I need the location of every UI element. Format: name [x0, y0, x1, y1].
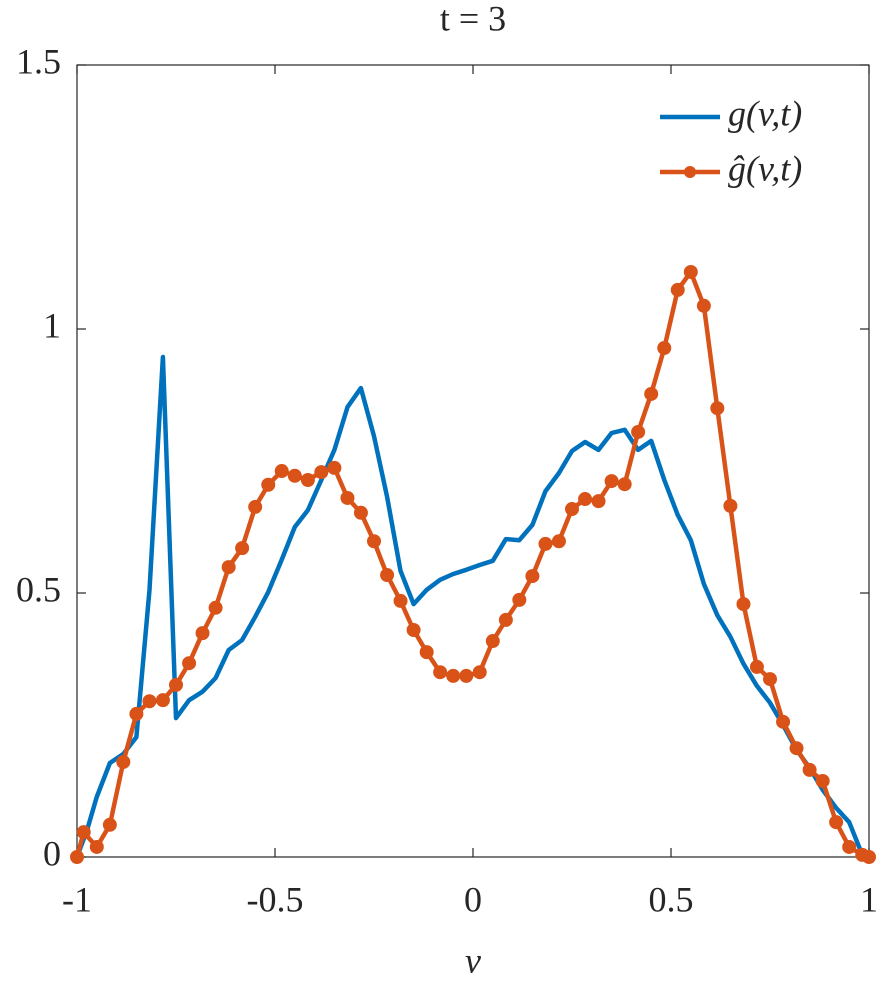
legend-label: g(v,t) [728, 93, 802, 133]
series-marker [221, 560, 236, 575]
series-marker [815, 773, 830, 788]
series-marker [551, 534, 566, 549]
y-tick-label: 0 [43, 833, 61, 873]
series-marker [749, 659, 764, 674]
y-tick-label: 0.5 [16, 569, 61, 609]
series-marker [419, 645, 434, 660]
legend-marker [684, 166, 696, 178]
series-marker [789, 741, 804, 756]
x-axis-label: v [465, 940, 481, 980]
x-tick-label: 0 [464, 879, 482, 919]
series-marker [102, 817, 117, 832]
series-marker [670, 282, 685, 297]
series-line [74, 354, 870, 860]
series-marker [195, 626, 210, 641]
series-marker [169, 677, 183, 692]
series-marker [512, 592, 527, 607]
legend-label: ĝ(v,t) [728, 148, 802, 188]
series-marker [776, 714, 791, 729]
series-marker [485, 634, 500, 649]
series-marker [591, 494, 606, 509]
series-marker [604, 474, 619, 489]
series-marker [248, 499, 263, 514]
series-marker [367, 534, 381, 549]
series-marker [525, 569, 540, 584]
series-marker [446, 668, 461, 683]
series-marker [70, 850, 84, 864]
series-marker [710, 401, 725, 416]
series-marker [696, 298, 711, 313]
series-marker [763, 672, 777, 687]
series-marker [287, 468, 302, 483]
series-marker [155, 693, 170, 708]
series-line [74, 269, 870, 860]
series-marker [578, 492, 593, 507]
y-tick-label: 1 [43, 305, 61, 345]
series-marker [498, 612, 513, 627]
x-tick-label: -1 [62, 879, 92, 919]
series-marker [380, 568, 395, 583]
series-marker [406, 622, 421, 637]
series-marker [802, 762, 817, 777]
series-marker [261, 477, 276, 492]
series-marker [340, 490, 355, 505]
series-marker [862, 850, 876, 864]
series-marker [723, 498, 738, 513]
series-marker [353, 505, 368, 520]
series-marker [274, 464, 289, 479]
series-marker [142, 694, 157, 709]
series-marker [644, 386, 659, 401]
x-tick-label: 0.5 [649, 879, 694, 919]
series-marker [327, 460, 342, 475]
series-marker [459, 668, 474, 683]
x-tick-label: 1 [860, 879, 878, 919]
series-marker [538, 536, 553, 551]
series-marker [235, 541, 250, 556]
series-marker [208, 600, 223, 615]
series-marker [617, 477, 632, 492]
series-marker [736, 597, 751, 612]
y-tick-label: 1.5 [16, 41, 61, 81]
series-marker [565, 502, 579, 517]
chart-title: t = 3 [440, 0, 506, 38]
series-marker [300, 473, 315, 488]
series-marker [116, 754, 131, 769]
series-marker [89, 839, 104, 854]
series-marker [76, 825, 91, 840]
series-marker [314, 465, 329, 480]
series-marker [842, 839, 857, 854]
series-marker [631, 424, 646, 439]
series-marker [683, 264, 698, 279]
series-marker [472, 665, 487, 680]
series-marker [393, 593, 408, 608]
x-tick-label: -0.5 [247, 879, 304, 919]
series-marker [657, 341, 672, 356]
series-marker [182, 656, 197, 671]
series-marker [829, 815, 844, 830]
series-marker [433, 665, 448, 680]
series-marker [129, 706, 144, 721]
